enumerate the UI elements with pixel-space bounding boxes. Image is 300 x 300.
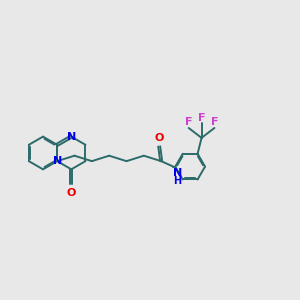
Text: F: F [185,118,192,128]
Text: N: N [52,156,62,166]
Text: F: F [198,112,205,122]
Text: O: O [67,188,76,198]
Text: H: H [173,176,181,187]
Text: F: F [211,118,218,128]
Text: N: N [67,132,76,142]
Text: N: N [173,167,182,178]
Text: O: O [154,133,164,142]
